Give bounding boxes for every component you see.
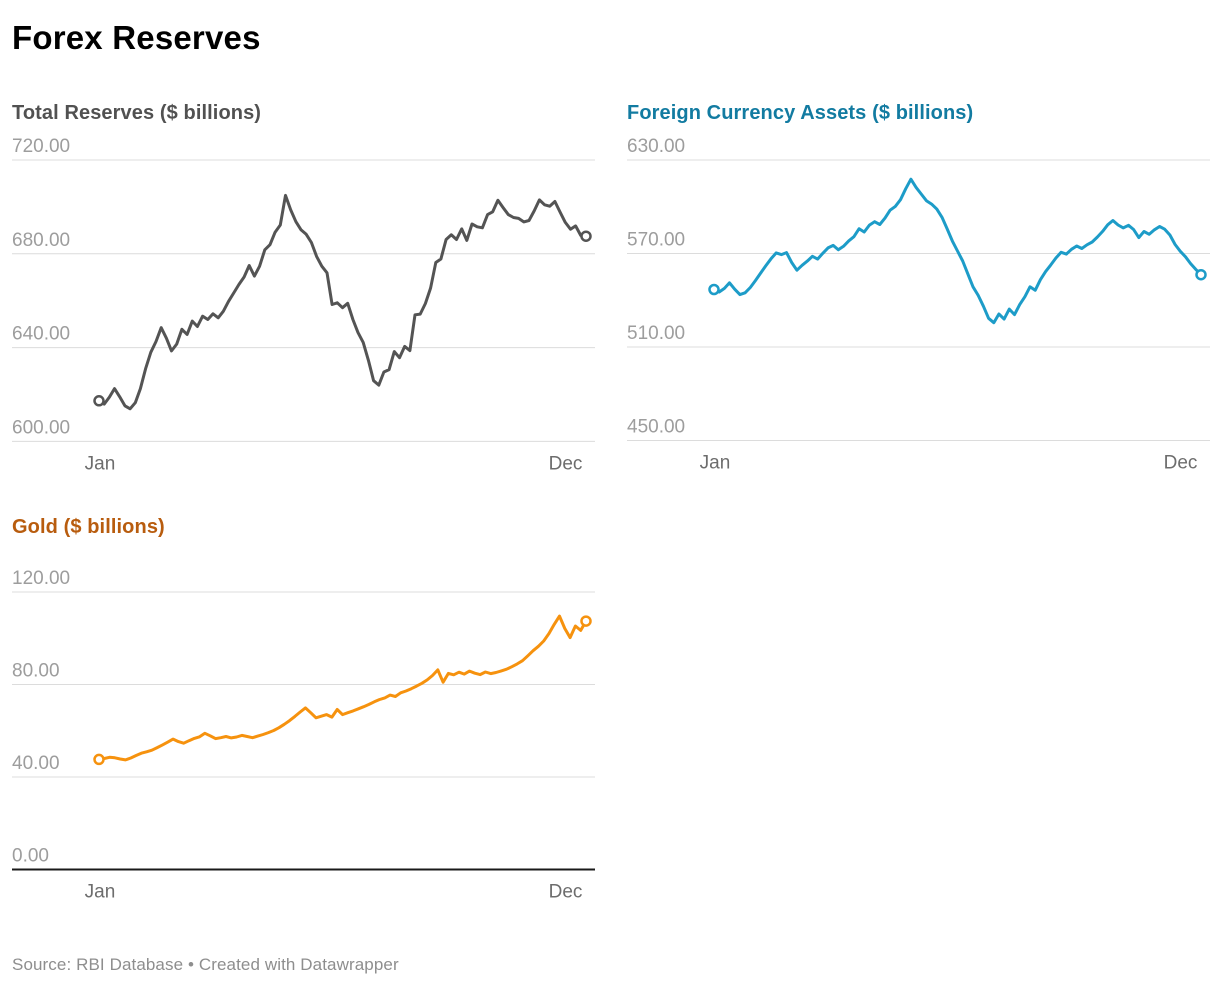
y-tick-label: 680.00 (12, 229, 70, 250)
foreign-currency-assets-line-chart: 630.00 570.00 510.00 450.00 Jan Dec (627, 136, 1210, 473)
end-point-marker (580, 614, 592, 627)
page-title: Forex Reserves (12, 19, 261, 56)
start-point-marker (708, 283, 720, 295)
y-axis-tick-labels: 630.00 570.00 510.00 450.00 (627, 136, 685, 438)
y-tick-label: 510.00 (627, 323, 685, 344)
foreign-currency-assets-series-line (712, 177, 1203, 324)
y-axis-tick-labels: 120.00 80.00 40.00 0.00 (12, 568, 70, 867)
x-axis-tick-labels: Jan Dec (85, 453, 583, 474)
empty-grid-cell (627, 515, 1210, 906)
source-note: Source: RBI Database • Created with Data… (12, 954, 399, 974)
total-reserves-series-line (97, 193, 588, 410)
x-tick-label-dec: Dec (549, 453, 583, 474)
chart-title-gold: Gold ($ billions) (12, 515, 165, 538)
total-reserves-line-chart: 720.00 680.00 640.00 600.00 Jan Dec (12, 136, 595, 474)
x-tick-label-jan: Jan (85, 881, 116, 902)
x-axis-tick-labels: Jan Dec (85, 881, 583, 902)
start-point-marker (93, 394, 105, 407)
chart-title-total-reserves: Total Reserves ($ billions) (12, 101, 262, 124)
chart-panel-foreign-currency-assets: Foreign Currency Assets ($ billions) 630… (627, 101, 1210, 474)
start-point-marker (93, 753, 105, 765)
x-axis-tick-labels: Jan Dec (700, 452, 1198, 473)
small-multiples-grid: Total Reserves ($ billions) 720.00 680.00… (12, 101, 1210, 906)
end-point-marker (1195, 268, 1207, 281)
y-tick-label: 600.00 (12, 417, 70, 438)
y-tick-label: 0.00 (12, 845, 49, 866)
gridlines (12, 591, 595, 871)
gold-series-line (97, 614, 588, 761)
y-tick-label: 720.00 (12, 136, 70, 157)
x-tick-label-jan: Jan (85, 453, 116, 474)
gold-line-chart: 120.00 80.00 40.00 0.00 Jan Dec (12, 568, 595, 902)
gridlines (12, 159, 595, 442)
y-tick-label: 80.00 (12, 660, 60, 681)
chart-title-foreign-currency-assets: Foreign Currency Assets ($ billions) (627, 101, 974, 124)
y-axis-tick-labels: 720.00 680.00 640.00 600.00 (12, 136, 70, 438)
chart-panel-total-reserves: Total Reserves ($ billions) 720.00 680.00… (12, 101, 595, 474)
y-tick-label: 640.00 (12, 323, 70, 344)
x-tick-label-jan: Jan (700, 452, 731, 473)
y-tick-label: 40.00 (12, 753, 60, 774)
y-tick-label: 570.00 (627, 229, 685, 250)
x-tick-label-dec: Dec (549, 881, 583, 902)
y-tick-label: 630.00 (627, 136, 685, 157)
end-point-marker (580, 230, 592, 242)
gridlines (627, 159, 1210, 441)
y-tick-label: 120.00 (12, 568, 70, 589)
y-tick-label: 450.00 (627, 416, 685, 437)
x-tick-label-dec: Dec (1164, 452, 1198, 473)
chart-panel-gold: Gold ($ billions) 120.00 80.00 40.00 0.00 Ja… (12, 515, 595, 906)
